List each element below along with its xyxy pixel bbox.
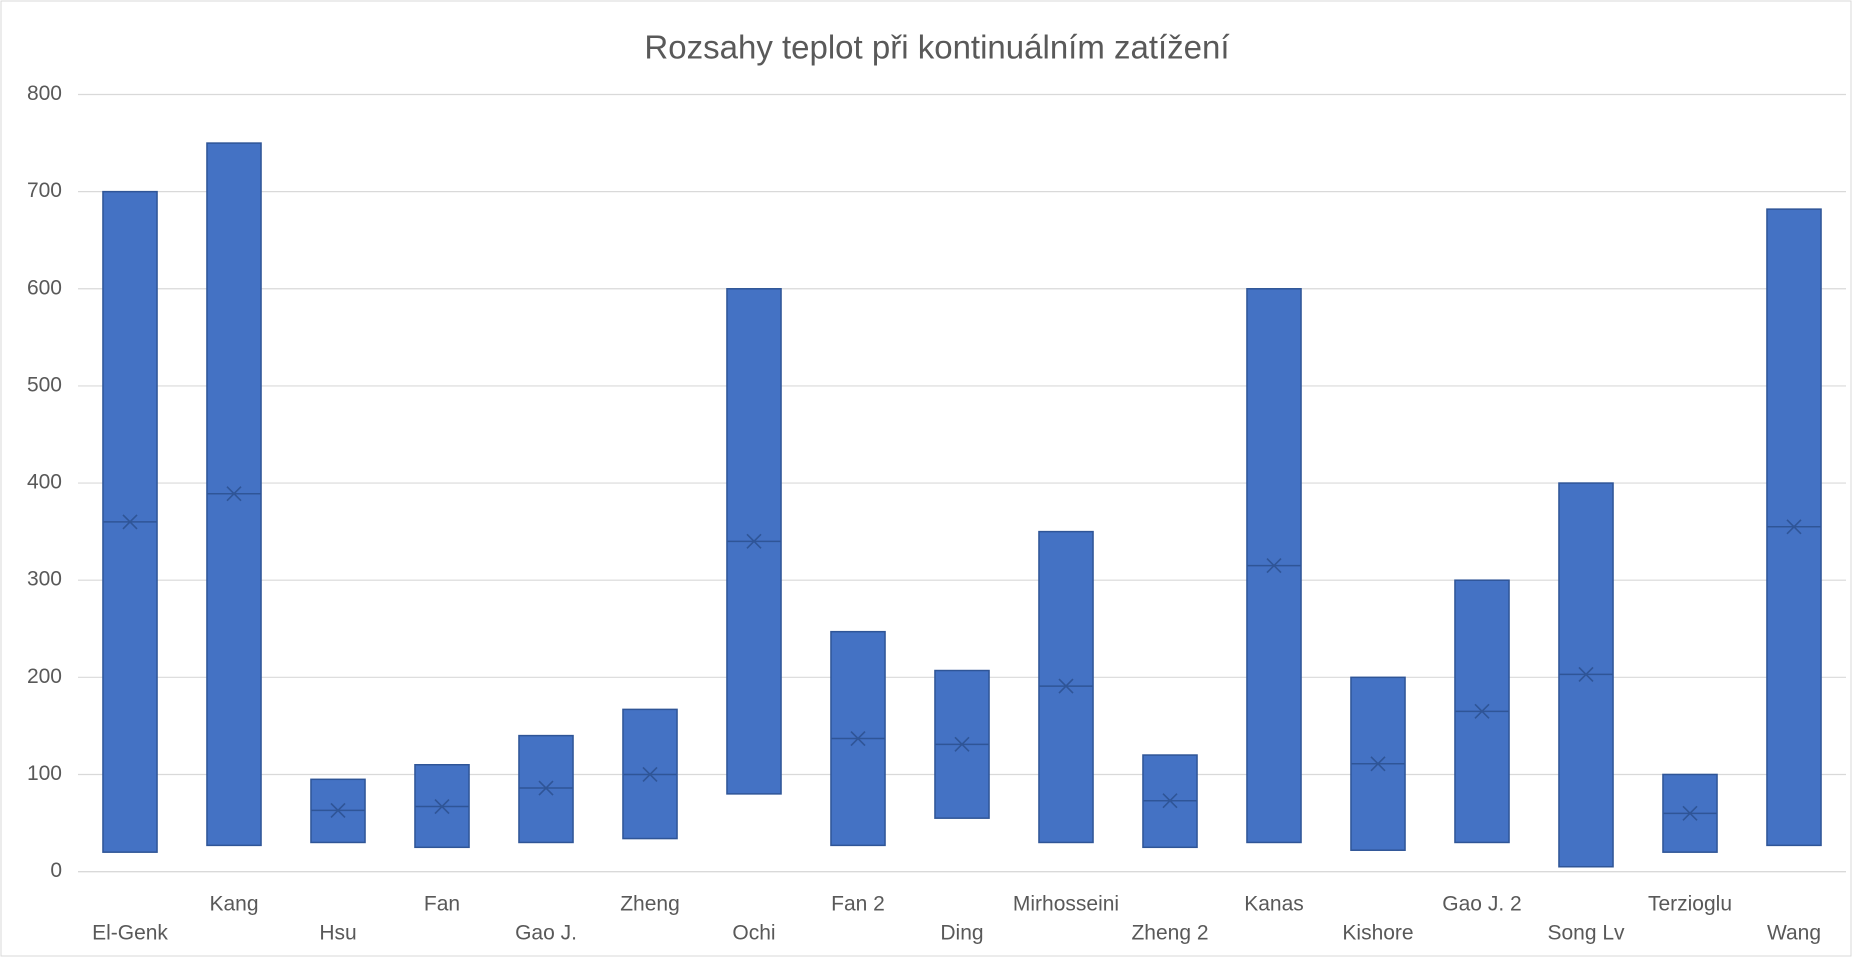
y-tick-label: 300 <box>27 568 62 591</box>
mean-marker <box>330 802 346 818</box>
x-tick-label: Gao J. 2 <box>1442 893 1521 916</box>
mean-marker <box>850 730 866 747</box>
mean-marker <box>1578 666 1594 682</box>
y-tick-label: 100 <box>27 762 62 785</box>
mean-marker <box>954 736 970 752</box>
x-tick-label: Wang <box>1767 922 1821 945</box>
y-tick-label: 700 <box>27 179 62 202</box>
x-tick-label: Gao J. <box>515 922 577 945</box>
mean-marker <box>538 780 554 796</box>
y-tick-label: 600 <box>27 276 62 299</box>
mean-marker <box>1682 805 1698 821</box>
mean-marker <box>1370 756 1386 772</box>
x-tick-label: Zheng <box>620 893 680 916</box>
mean-marker <box>1474 703 1490 719</box>
mean-marker <box>746 533 762 549</box>
y-tick-label: 0 <box>50 859 62 882</box>
mean-marker <box>1162 793 1178 809</box>
mean-marker <box>226 486 242 502</box>
mean-marker <box>1058 678 1074 694</box>
mean-marker <box>1786 519 1802 535</box>
mean-marker <box>1266 558 1282 574</box>
x-tick-label: Hsu <box>319 922 356 945</box>
x-tick-label: Fan 2 <box>831 893 885 916</box>
x-tick-label: El-Genk <box>92 922 168 945</box>
x-tick-label: Song Lv <box>1547 922 1625 945</box>
x-tick-label: Kishore <box>1342 922 1413 945</box>
x-tick-label: Ding <box>940 922 983 945</box>
x-tick-label: Mirhosseini <box>1013 893 1119 916</box>
mean-marker <box>122 514 138 530</box>
x-tick-label: Terzioglu <box>1648 893 1732 916</box>
y-tick-label: 800 <box>27 82 62 105</box>
x-tick-label: Kanas <box>1244 893 1304 916</box>
box <box>518 734 574 844</box>
x-tick-label: Fan <box>424 893 460 916</box>
chart-title: Rozsahy teplot při kontinuálním zatížení <box>644 29 1229 66</box>
y-tick-label: 200 <box>27 665 62 688</box>
x-tick-label: Ochi <box>732 922 775 945</box>
x-tick-label: Kang <box>209 893 258 916</box>
y-tick-label: 400 <box>27 471 62 494</box>
y-tick-label: 500 <box>27 373 62 396</box>
x-tick-label: Zheng 2 <box>1131 922 1208 945</box>
mean-marker <box>434 798 450 815</box>
mean-marker <box>642 766 658 783</box>
